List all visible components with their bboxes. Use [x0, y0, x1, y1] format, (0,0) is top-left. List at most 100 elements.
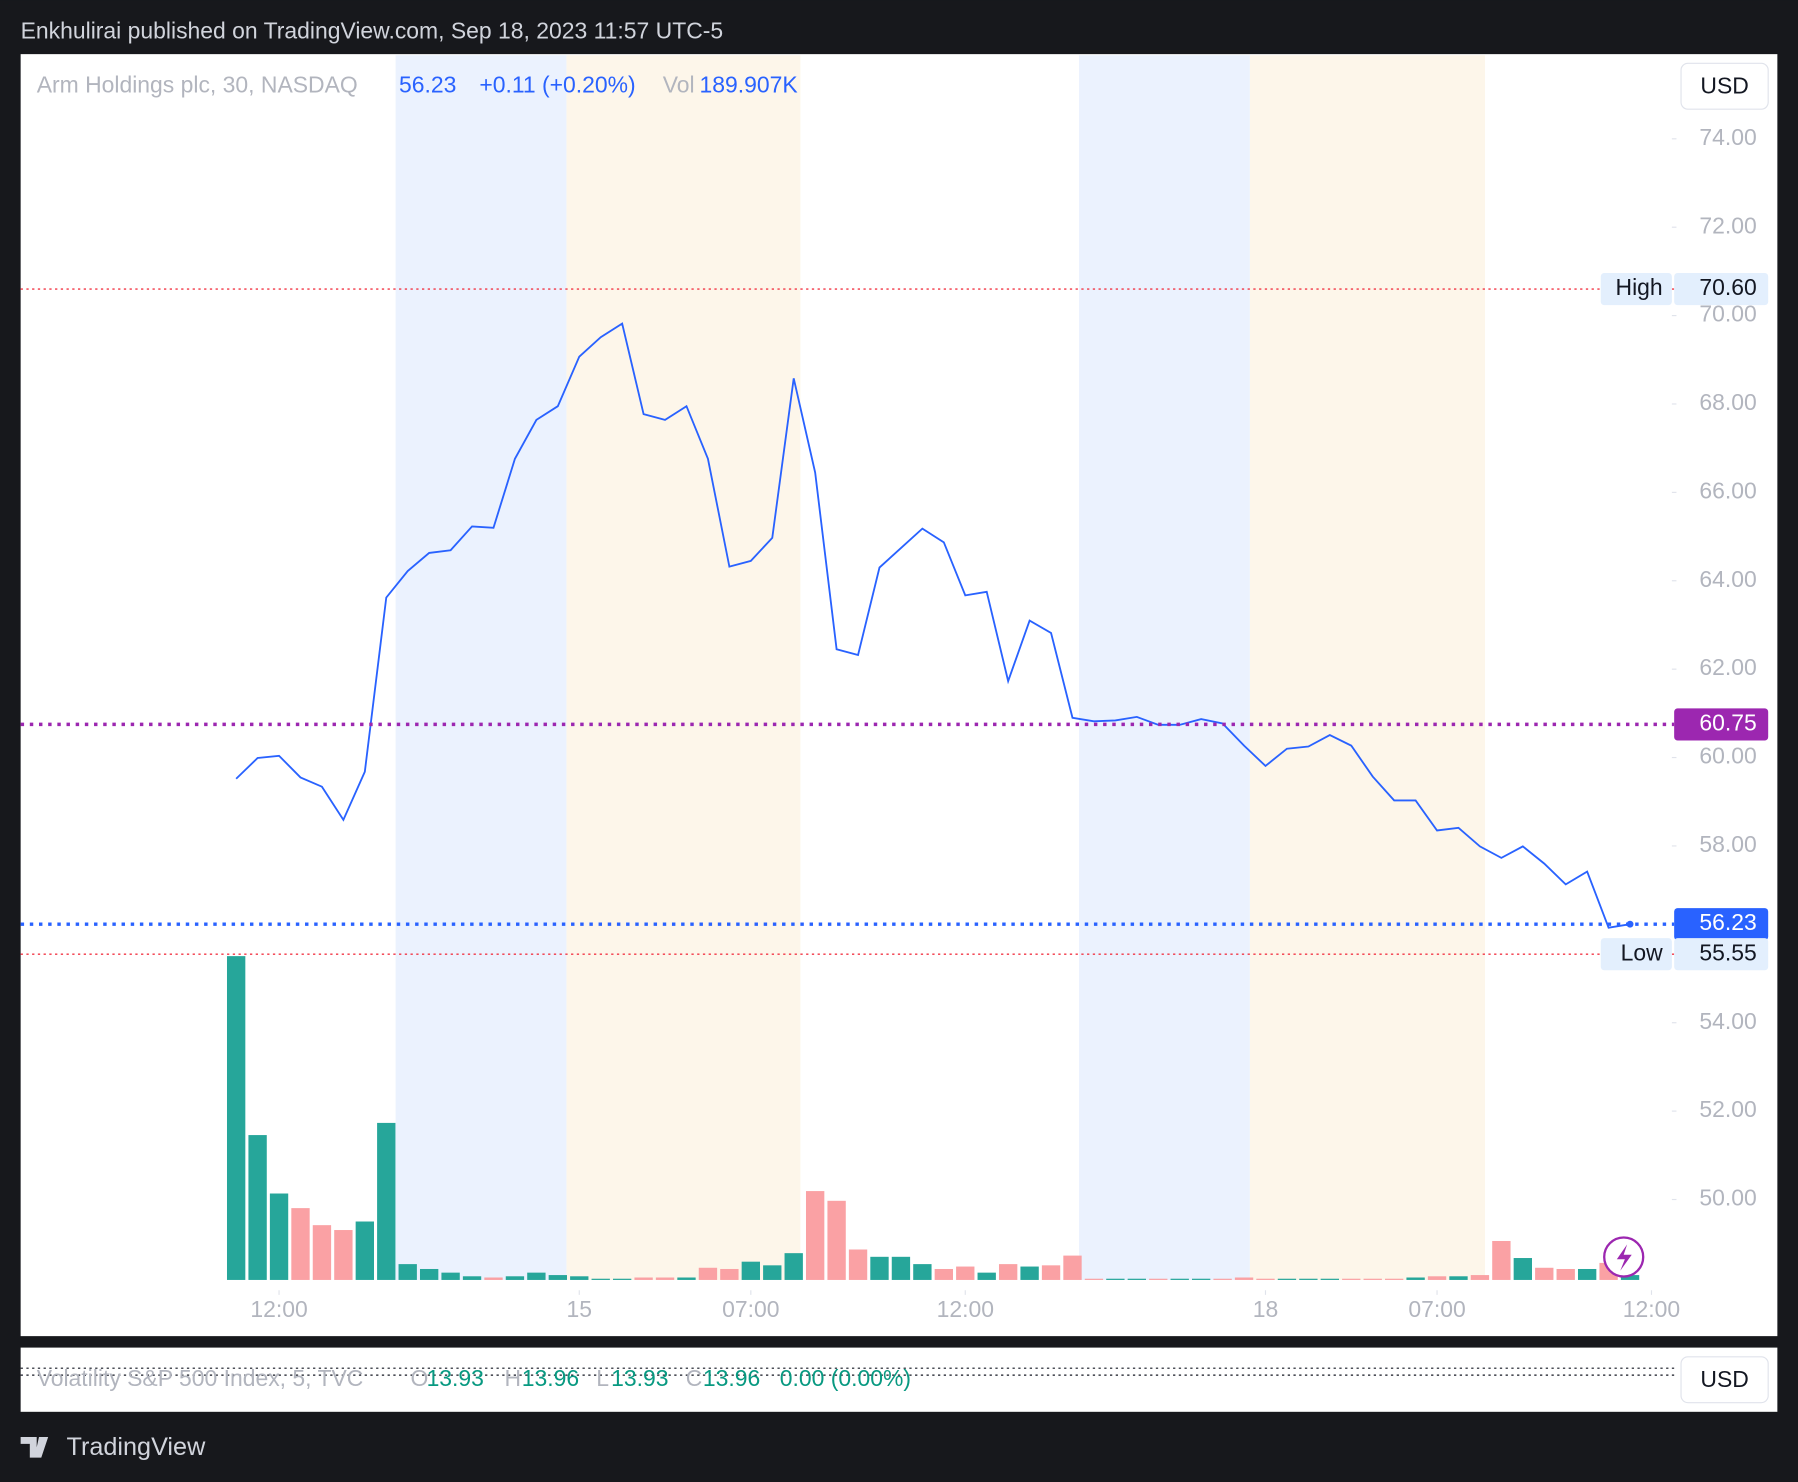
volume-bar [1406, 1277, 1425, 1280]
volume-bar [505, 1276, 525, 1280]
volume-bar [913, 1264, 932, 1280]
volume-bar [441, 1272, 460, 1280]
y-tick-label: 74.00 [1699, 124, 1756, 150]
line-name-box [1600, 273, 1672, 306]
volume-bar [956, 1266, 975, 1280]
volume-bar [570, 1276, 589, 1280]
y-tick-label: 72.00 [1699, 212, 1756, 238]
symbol-title: Arm Holdings plc, 30, NASDAQ [37, 71, 358, 97]
price-label-box [1674, 273, 1769, 306]
volume-bar [1620, 1275, 1640, 1280]
x-tick-label: 07:00 [722, 1296, 779, 1322]
h-label: H [505, 1365, 522, 1391]
header: Enkhulirai published on TradingView.com,… [21, 17, 724, 43]
secondary-legend: Volatility S&P 500 Index, 5, TVC O 13.93… [37, 1365, 911, 1391]
legend-vol-label: Vol [663, 71, 695, 97]
volume-bar [334, 1230, 353, 1280]
secondary-title: Volatility S&P 500 Index, 5, TVC [37, 1365, 364, 1391]
volume-bar [1299, 1278, 1318, 1280]
volume-bar [1020, 1266, 1039, 1280]
volume-bar [1256, 1278, 1275, 1280]
volume-bar [1106, 1278, 1125, 1280]
volume-bar [784, 1253, 803, 1280]
line-name: Low [1621, 939, 1663, 965]
logo-icon [20, 1437, 49, 1458]
volume-bar [741, 1261, 760, 1280]
y-tick-label: 60.00 [1699, 743, 1756, 769]
currency-button[interactable] [1680, 1356, 1769, 1404]
volume-bar [934, 1268, 953, 1280]
volume-bar [998, 1264, 1018, 1280]
price-label: 55.55 [1699, 939, 1756, 965]
currency[interactable]: USD [1700, 1366, 1748, 1392]
volume-bar [1041, 1265, 1061, 1280]
volume-bar [805, 1191, 825, 1280]
x-tick-label: 12:00 [250, 1296, 307, 1322]
y-tick-label: 58.00 [1699, 831, 1756, 857]
y-tick-label: 66.00 [1699, 477, 1756, 503]
currency[interactable]: USD [1700, 72, 1748, 98]
volume-bar [591, 1278, 610, 1280]
volume-bar [698, 1267, 718, 1280]
volume-bar [269, 1193, 289, 1280]
volume-bar [484, 1277, 503, 1280]
low: 13.93 [611, 1365, 668, 1391]
y-tick-label: 64.00 [1699, 566, 1756, 592]
bolt [1616, 1244, 1632, 1271]
volume-bar [355, 1221, 374, 1280]
volume-bar [1234, 1277, 1254, 1280]
volume-bar [655, 1277, 675, 1280]
volume-bar [827, 1200, 846, 1280]
volume-bar [1577, 1268, 1597, 1280]
volume-bar [1384, 1278, 1404, 1280]
volume-bar [377, 1122, 396, 1280]
volume-bar [226, 956, 246, 1280]
change: 0.00 (0.00%) [780, 1365, 911, 1391]
session-postmarket [566, 55, 801, 1280]
volume-bar [677, 1277, 696, 1280]
volume-bar [398, 1264, 417, 1280]
volume-bar [612, 1278, 632, 1280]
volume-bar [1149, 1278, 1168, 1280]
price-label: 70.60 [1699, 274, 1756, 300]
volume-bar [312, 1225, 332, 1280]
price-label-box [1674, 708, 1769, 741]
x-tick-label: 15 [567, 1296, 593, 1322]
volume-bar [1427, 1276, 1447, 1280]
y-tick-label: 68.00 [1699, 389, 1756, 415]
c-label: C [686, 1365, 703, 1391]
volume-bar [248, 1135, 267, 1280]
volume-bar [1127, 1278, 1146, 1280]
volume-bar [870, 1256, 889, 1280]
volume-bar [1277, 1278, 1297, 1280]
session-premarket [395, 55, 567, 1280]
l-label: L [596, 1365, 609, 1391]
volume-bar [1556, 1268, 1575, 1280]
volume-bar [1342, 1278, 1361, 1280]
y-tick-label: 62.00 [1699, 654, 1756, 680]
price-line [235, 322, 1631, 929]
price-label: 56.23 [1699, 909, 1756, 935]
x-tick-label: 12:00 [937, 1296, 994, 1322]
volume-bar [1470, 1275, 1490, 1280]
volume-bar [977, 1272, 996, 1280]
x-tick-label: 18 [1253, 1296, 1279, 1322]
volume-bar [1363, 1278, 1382, 1280]
volume-bar [462, 1276, 482, 1280]
main-pane [20, 54, 1778, 1337]
price-label-box [1674, 908, 1769, 941]
volume-bar [1535, 1267, 1554, 1280]
volume-bar [291, 1208, 310, 1280]
volume-bar [891, 1256, 911, 1280]
y-tick-label: 54.00 [1699, 1008, 1756, 1034]
line-name-box [1600, 938, 1672, 971]
legend-last: 56.23 [399, 71, 456, 97]
o-label: O [411, 1365, 429, 1391]
volume-bar [1084, 1278, 1104, 1280]
currency-button[interactable] [1680, 62, 1769, 110]
volume-bar [1492, 1240, 1511, 1280]
open: 13.93 [427, 1365, 484, 1391]
volume-bar [720, 1268, 739, 1280]
